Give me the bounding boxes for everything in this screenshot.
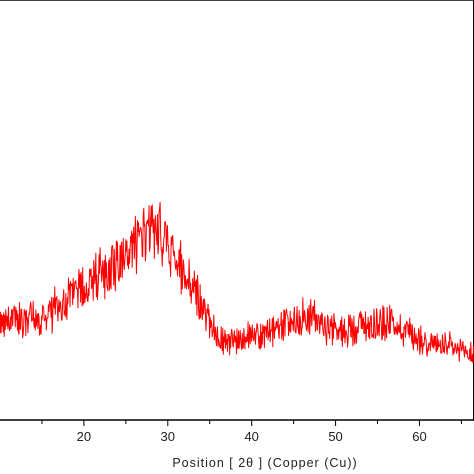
x-tick-label: 50: [328, 429, 342, 444]
x-tick-label: 40: [244, 429, 258, 444]
diffraction-series-line: [0, 201, 474, 364]
x-axis-title: Position [ 2θ ] (Copper (Cu)): [172, 456, 357, 470]
x-tick-labels: 20 30 40 50 60: [77, 429, 427, 444]
series-layer: [0, 201, 474, 364]
x-tick-label: 20: [77, 429, 91, 444]
x-tick-label: 60: [412, 429, 426, 444]
plot-area: [0, 0, 474, 421]
x-tick-label: 30: [161, 429, 175, 444]
x-ticks: [41, 420, 462, 426]
